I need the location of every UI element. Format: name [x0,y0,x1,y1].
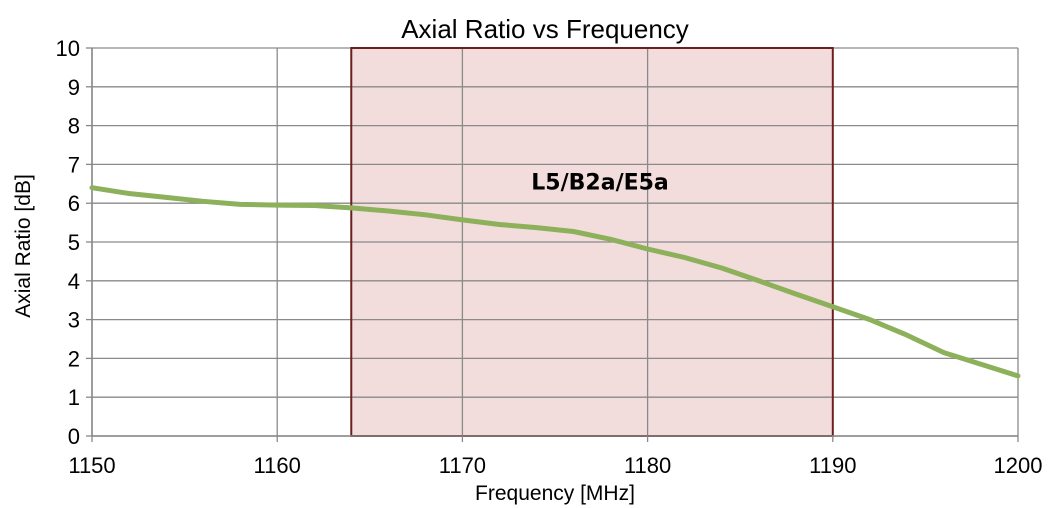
x-tick-label-1160: 1160 [254,453,301,478]
y-tick-label-9: 9 [68,75,80,100]
band-label: L5/B2a/E5a [531,171,669,196]
axial-ratio-series-line [89,185,1021,379]
y-tick-label-0: 0 [68,424,80,449]
y-tick-labels: 0 1 2 3 4 5 6 7 8 9 10 [56,36,92,449]
chart-title: Axial Ratio vs Frequency [401,14,689,44]
x-tick-label-1180: 1180 [624,453,671,478]
x-axis-title: Frequency [MHz] [475,482,635,505]
y-tick-label-2: 2 [68,346,80,371]
y-axis-title: Axial Ratio [dB] [12,174,35,318]
y-tick-label-8: 8 [68,114,80,139]
x-tick-label-1200: 1200 [994,453,1043,478]
y-tick-label-1: 1 [68,385,80,410]
y-tick-label-4: 4 [68,269,80,294]
y-tick-label-7: 7 [68,152,80,177]
x-tick-label-1170: 1170 [439,453,486,478]
x-tick-label-1190: 1190 [809,453,856,478]
y-tick-label-10: 10 [56,36,80,61]
x-tick-labels: 1150 1160 1170 1180 1190 1200 [68,436,1042,478]
y-tick-label-5: 5 [68,230,80,255]
x-tick-label-1150: 1150 [68,453,115,478]
y-tick-label-3: 3 [68,308,80,333]
y-tick-label-6: 6 [68,191,80,216]
